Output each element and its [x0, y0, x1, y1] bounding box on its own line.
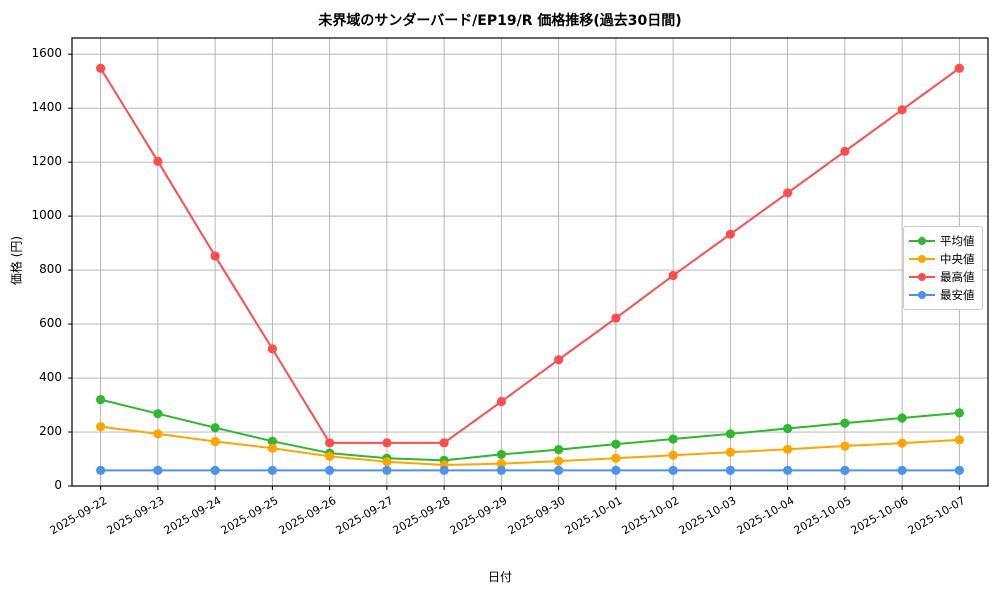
data-point[interactable]: [840, 441, 850, 451]
data-point[interactable]: [382, 465, 392, 475]
data-point[interactable]: [897, 438, 907, 448]
data-point[interactable]: [725, 229, 735, 239]
legend-label-max: 最高値: [940, 270, 975, 284]
data-point[interactable]: [668, 465, 678, 475]
y-tick-label: 600: [39, 316, 62, 331]
data-point[interactable]: [725, 465, 735, 475]
y-tick-label: 1600: [31, 46, 62, 61]
data-point[interactable]: [267, 443, 277, 453]
data-point[interactable]: [840, 465, 850, 475]
legend-marker-average-icon: [909, 235, 935, 247]
data-point[interactable]: [439, 438, 449, 448]
data-point[interactable]: [382, 438, 392, 448]
data-point[interactable]: [325, 451, 335, 461]
data-point[interactable]: [668, 450, 678, 460]
legend-label-median: 中央値: [940, 252, 975, 266]
data-point[interactable]: [783, 188, 793, 198]
data-point[interactable]: [153, 156, 163, 166]
series-line: [99, 67, 961, 444]
legend-item-average[interactable]: 平均値: [909, 232, 976, 250]
series-line: [99, 398, 961, 462]
data-point[interactable]: [210, 465, 220, 475]
y-tick-label: 1000: [31, 208, 62, 223]
data-point[interactable]: [210, 423, 220, 433]
data-point[interactable]: [554, 456, 564, 466]
data-point[interactable]: [783, 465, 793, 475]
legend-item-median[interactable]: 中央値: [909, 250, 976, 268]
y-tick-label: 400: [39, 370, 62, 385]
legend-marker-max-icon: [909, 271, 935, 283]
series-line: [99, 425, 961, 466]
data-point[interactable]: [668, 270, 678, 281]
legend-item-min[interactable]: 最安値: [909, 286, 976, 304]
y-tick-label: 0: [54, 478, 62, 492]
data-point[interactable]: [954, 435, 964, 445]
data-point[interactable]: [668, 434, 678, 444]
chart-title: 未界域のサンダーバード/EP19/R 価格推移(過去30日間): [318, 13, 682, 29]
data-point[interactable]: [840, 418, 850, 428]
data-point[interactable]: [954, 408, 964, 418]
y-tick-label: 200: [39, 424, 62, 439]
axis-ticks: [68, 53, 960, 490]
legend-marker-min-icon: [909, 289, 935, 301]
data-point[interactable]: [325, 438, 335, 448]
data-point[interactable]: [439, 465, 449, 475]
data-point[interactable]: [153, 465, 163, 475]
data-point[interactable]: [210, 436, 220, 447]
data-point[interactable]: [611, 465, 621, 475]
data-point[interactable]: [96, 422, 106, 432]
data-point[interactable]: [897, 413, 907, 423]
data-point[interactable]: [496, 465, 506, 475]
data-point[interactable]: [267, 344, 277, 354]
chart-legend: 平均値 中央値 最高値 最安値: [903, 226, 983, 310]
data-point[interactable]: [897, 465, 907, 475]
data-point[interactable]: [96, 465, 106, 475]
data-series-group: [96, 63, 964, 475]
plot-frame: [71, 37, 989, 487]
data-point[interactable]: [725, 429, 735, 439]
data-point[interactable]: [783, 423, 793, 434]
data-point[interactable]: [954, 465, 964, 475]
data-point[interactable]: [496, 459, 506, 469]
grid-lines: [72, 38, 988, 487]
legend-item-max[interactable]: 最高値: [909, 268, 976, 286]
data-point[interactable]: [96, 63, 106, 73]
y-tick-label: 1200: [31, 154, 62, 169]
data-point[interactable]: [267, 436, 277, 446]
data-point[interactable]: [611, 439, 621, 449]
data-point[interactable]: [267, 465, 277, 475]
data-point[interactable]: [840, 146, 850, 156]
data-point[interactable]: [554, 355, 564, 365]
data-point[interactable]: [96, 395, 106, 405]
data-point[interactable]: [554, 444, 564, 455]
x-axis-label: 日付: [487, 570, 512, 584]
legend-label-average: 平均値: [940, 234, 975, 248]
data-point[interactable]: [611, 453, 621, 463]
data-point[interactable]: [496, 396, 506, 407]
data-point[interactable]: [725, 447, 735, 457]
y-tick-label: 1400: [31, 100, 62, 115]
data-point[interactable]: [325, 465, 335, 475]
y-tick-label: 800: [39, 262, 62, 277]
data-point[interactable]: [954, 63, 964, 73]
legend-label-min: 最安値: [940, 288, 975, 302]
data-point[interactable]: [496, 449, 506, 460]
data-point[interactable]: [897, 105, 907, 115]
data-point[interactable]: [611, 313, 621, 323]
data-point[interactable]: [554, 465, 564, 475]
data-point[interactable]: [783, 444, 793, 454]
data-point[interactable]: [382, 457, 392, 467]
data-point[interactable]: [153, 429, 163, 439]
data-point[interactable]: [210, 251, 220, 261]
legend-marker-median-icon: [909, 253, 935, 265]
data-point[interactable]: [153, 409, 163, 419]
